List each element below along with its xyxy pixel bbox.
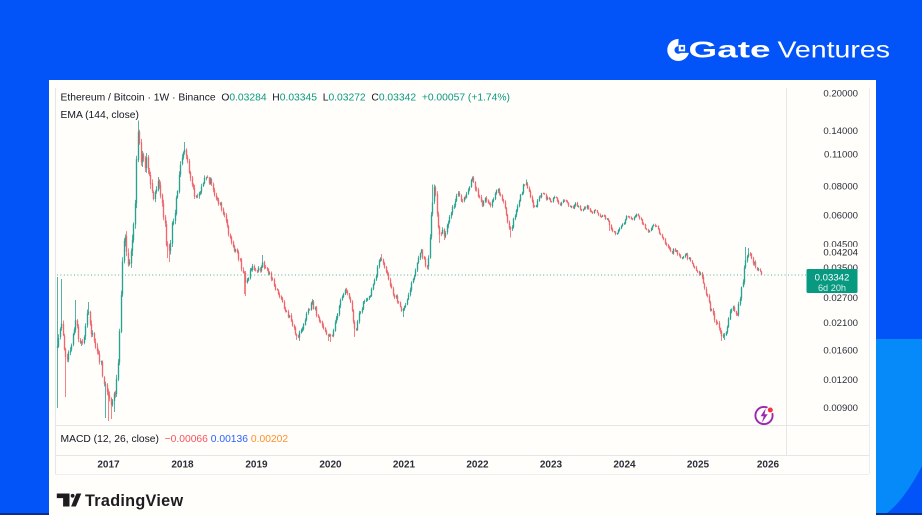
svg-text:0.00900: 0.00900	[823, 403, 858, 414]
svg-text:0.03342: 0.03342	[815, 273, 850, 284]
svg-text:0.11000: 0.11000	[824, 149, 858, 160]
svg-text:2017: 2017	[97, 460, 120, 471]
svg-text:MACD (12, 26, close) −0.00066: MACD (12, 26, close) −0.00066 0.00136 0.…	[61, 434, 289, 445]
svg-text:2019: 2019	[245, 460, 268, 471]
svg-text:2026: 2026	[757, 460, 780, 471]
svg-text:0.03500: 0.03500	[823, 263, 858, 274]
svg-text:0.01200: 0.01200	[823, 375, 858, 386]
svg-text:0.06000: 0.06000	[823, 210, 858, 221]
svg-text:2023: 2023	[540, 460, 563, 471]
svg-text:2024: 2024	[613, 460, 636, 471]
svg-text:0.04500: 0.04500	[823, 239, 858, 250]
svg-text:0.01600: 0.01600	[823, 345, 858, 356]
svg-text:0.08000: 0.08000	[823, 181, 858, 192]
svg-text:0.14000: 0.14000	[823, 126, 858, 137]
svg-text:2020: 2020	[319, 460, 342, 471]
svg-text:Ethereum / Bitcoin · 1W · Bina: Ethereum / Bitcoin · 1W · Binance O0.032…	[61, 93, 510, 104]
svg-text:Gate: Gate	[689, 36, 771, 63]
svg-text:6d 20h: 6d 20h	[818, 283, 846, 293]
svg-text:0.02700: 0.02700	[823, 293, 858, 304]
svg-text:0.02100: 0.02100	[823, 318, 858, 329]
svg-text:Ventures: Ventures	[778, 38, 891, 63]
svg-text:2018: 2018	[171, 460, 194, 471]
svg-text:2025: 2025	[687, 460, 710, 471]
svg-text:2022: 2022	[466, 460, 489, 471]
svg-text:EMA (144, close): EMA (144, close)	[61, 110, 139, 121]
svg-text:0.20000: 0.20000	[823, 88, 858, 99]
svg-text:0.04204: 0.04204	[823, 247, 858, 258]
svg-text:2021: 2021	[393, 460, 416, 471]
svg-text:TradingView: TradingView	[85, 492, 183, 510]
